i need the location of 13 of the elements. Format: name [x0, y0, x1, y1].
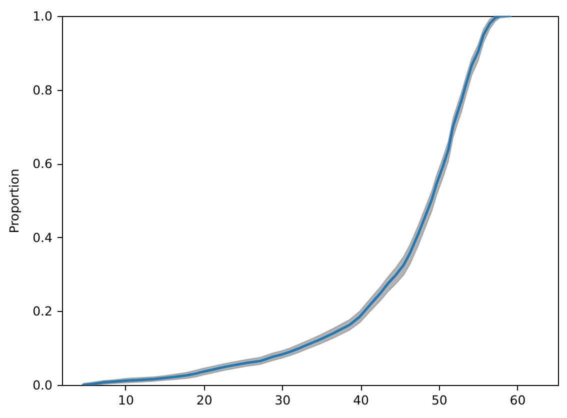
- x-tick-label: 40: [353, 392, 370, 408]
- y-tick-label: 0.0: [32, 378, 53, 392]
- x-tick-label: 20: [196, 392, 212, 408]
- y-tick-label: 1.0: [32, 8, 53, 24]
- y-tick-label: 0.8: [32, 82, 53, 98]
- y-axis-title: Proportion: [6, 168, 22, 234]
- x-tick-label: 50: [431, 392, 448, 408]
- y-tick-label: 0.2: [32, 304, 52, 319]
- x-tick-label: 60: [510, 392, 526, 408]
- y-tick-label: 0.4: [32, 230, 53, 245]
- x-tick-label: 10: [118, 392, 134, 408]
- x-tick-label: 30: [274, 392, 291, 408]
- y-tick-label: 0.6: [32, 156, 53, 172]
